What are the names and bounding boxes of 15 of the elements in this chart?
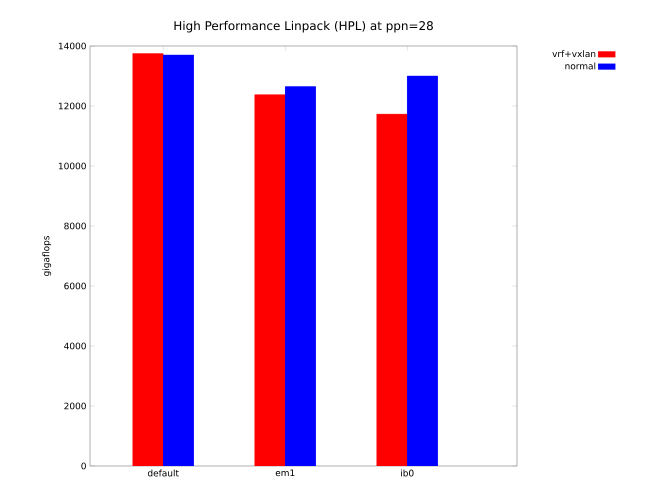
legend-label: normal: [565, 62, 596, 70]
y-axis-title: gigaflops: [42, 236, 52, 276]
y-tick-label: 12000: [58, 102, 86, 110]
y-tick-label: 2000: [64, 402, 86, 410]
y-tick-label: 6000: [64, 282, 86, 290]
y-tick-label: 14000: [58, 42, 86, 50]
x-tick-label: ib0: [401, 470, 414, 476]
chart-title: High Performance Linpack (HPL) at ppn=28: [174, 20, 433, 32]
y-tick-label: 0: [81, 462, 86, 470]
y-tick-label: 8000: [64, 222, 86, 230]
x-tick-label: em1: [276, 470, 294, 476]
y-tick-label: 10000: [58, 162, 86, 170]
legend-label: vrf+vxlan: [552, 50, 596, 58]
x-tick-label: default: [148, 470, 179, 476]
y-tick-label: 4000: [64, 342, 86, 350]
